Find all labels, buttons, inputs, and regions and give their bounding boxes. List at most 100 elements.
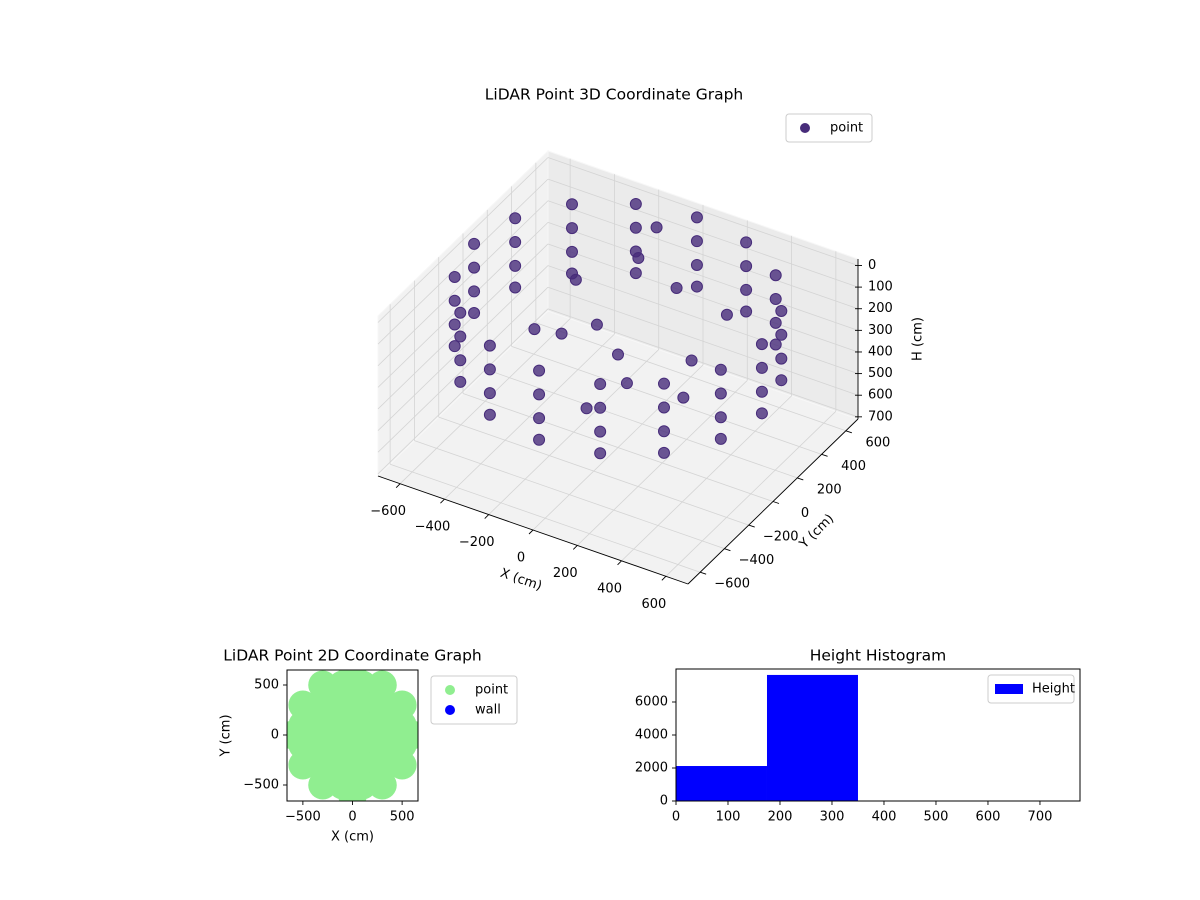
z-tick-label: 400 <box>868 344 893 359</box>
point <box>685 354 698 367</box>
point <box>387 750 417 780</box>
z-tick-label: 300 <box>868 323 893 338</box>
point <box>632 251 645 264</box>
point <box>775 328 788 341</box>
chart-title: Height Histogram <box>810 647 947 665</box>
y-tick-label: 4000 <box>635 728 668 743</box>
x-tick-label: 0 <box>517 551 525 566</box>
x-tick-label: 0 <box>348 810 356 825</box>
x-tick-label: 700 <box>1028 810 1053 825</box>
y-tick-label: −500 <box>243 778 279 793</box>
point <box>483 339 496 352</box>
point <box>308 750 338 780</box>
y-axis-label: Y (cm) <box>219 714 234 757</box>
point <box>509 212 522 225</box>
axis-line <box>377 475 689 585</box>
plot-area <box>676 674 858 801</box>
point <box>594 401 607 414</box>
point <box>690 258 703 271</box>
point <box>755 385 768 398</box>
y-tick-label: 600 <box>865 435 890 450</box>
legend-swatch <box>995 684 1023 694</box>
point <box>367 770 397 800</box>
point <box>308 690 338 720</box>
point <box>775 305 788 318</box>
z-tick-label: 600 <box>868 388 893 403</box>
point <box>566 222 578 235</box>
point <box>690 235 703 248</box>
tick-mark <box>821 453 828 457</box>
z-tick-label: 100 <box>868 280 893 295</box>
z-tick-label: 700 <box>868 409 893 424</box>
tick-mark <box>395 483 401 489</box>
grid-line <box>377 200 549 367</box>
y-tick-label: −200 <box>763 530 799 545</box>
point <box>397 720 418 750</box>
point <box>387 690 417 720</box>
point <box>620 377 633 390</box>
legend-box <box>785 113 873 143</box>
point <box>454 354 467 367</box>
y-tick-label: 0 <box>801 506 809 521</box>
tick-mark <box>617 560 622 566</box>
point <box>569 273 582 286</box>
y-tick-label: 500 <box>254 678 279 693</box>
point <box>658 377 670 390</box>
point <box>714 411 727 424</box>
point <box>755 407 768 420</box>
grid-line <box>547 200 859 310</box>
point <box>714 387 727 400</box>
point <box>566 198 578 211</box>
legend-box <box>987 674 1075 704</box>
point <box>308 670 338 700</box>
point <box>612 348 624 361</box>
point <box>629 267 642 280</box>
legend-label: wall <box>475 703 501 718</box>
grid-line <box>377 308 549 475</box>
point <box>755 338 768 351</box>
point <box>347 710 377 740</box>
point <box>775 352 788 365</box>
y-tick-label: −400 <box>739 553 775 568</box>
x-tick-label: 600 <box>976 810 1001 825</box>
point <box>528 323 541 336</box>
legend-label: Height <box>1032 682 1075 697</box>
point <box>347 750 377 780</box>
legend-marker <box>445 705 455 715</box>
point <box>594 447 607 460</box>
point <box>629 221 642 234</box>
point <box>658 401 670 414</box>
tick-mark <box>528 529 534 535</box>
grid-line <box>390 463 701 573</box>
x-axis-label: X (cm) <box>498 566 544 594</box>
tick-mark <box>661 575 667 581</box>
x-tick-label: 200 <box>553 566 578 581</box>
point <box>650 221 663 234</box>
point <box>367 710 397 740</box>
chart-title: LiDAR Point 2D Coordinate Graph <box>223 647 481 665</box>
point <box>308 770 338 800</box>
grid-line <box>547 265 859 374</box>
point <box>580 402 593 415</box>
point <box>658 425 670 438</box>
point <box>468 261 481 274</box>
point <box>690 280 703 293</box>
legend-marker <box>445 685 455 695</box>
x-tick-label: 0 <box>672 810 680 825</box>
legend-label: point <box>830 121 863 136</box>
point <box>670 281 683 294</box>
grid-line <box>377 157 549 323</box>
tick-mark <box>748 524 755 528</box>
point <box>769 269 782 282</box>
tick-mark <box>845 430 852 434</box>
point <box>769 293 782 306</box>
grid-line <box>377 222 549 388</box>
legend-marker <box>800 123 810 133</box>
point <box>347 690 377 720</box>
point <box>720 308 733 321</box>
grid-line <box>535 322 846 432</box>
y-tick-label: 6000 <box>635 695 668 710</box>
x-tick-label: 500 <box>390 810 415 825</box>
x-tick-label: −500 <box>285 810 321 825</box>
x-tick-label: −600 <box>370 504 406 519</box>
